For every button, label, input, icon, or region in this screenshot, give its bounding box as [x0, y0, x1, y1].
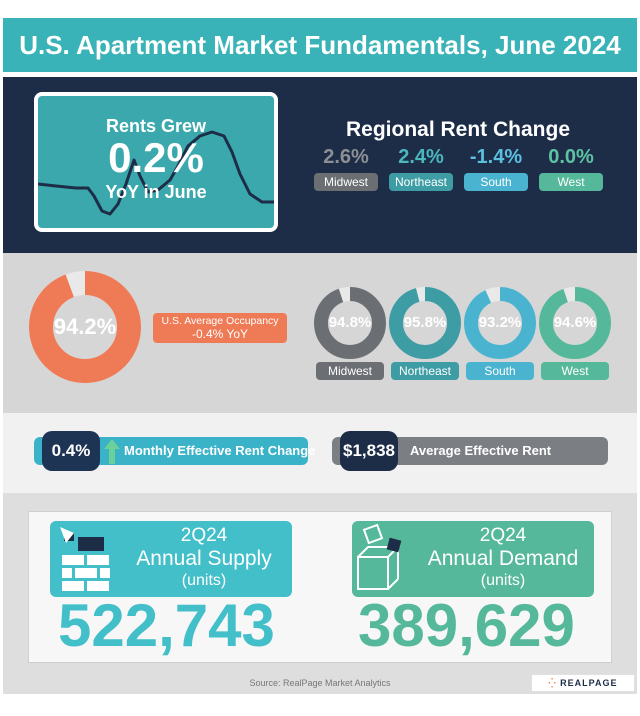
- demand-value: 389,629: [358, 592, 575, 659]
- supply-unit: (units): [181, 572, 227, 589]
- regional-label-northeast: Northeast: [389, 173, 453, 191]
- occupancy-value-south: 93.2%: [478, 314, 522, 331]
- logo-text: REALPAGE: [560, 678, 618, 688]
- regional-value-northeast: 2.4%: [398, 146, 444, 168]
- occupancy-label-northeast: Northeast: [391, 362, 459, 380]
- rent-growth-value: 0.2%: [108, 134, 204, 181]
- up-arrow-icon: [104, 439, 120, 464]
- occupancy-donut-northeast-arc: [389, 287, 461, 359]
- us-occupancy-value: 94.2%: [53, 314, 117, 339]
- realpage-logo: ⁛ REALPAGE: [531, 674, 635, 692]
- supply-tile: 2Q24 Annual Supply (units): [50, 521, 292, 597]
- regional-label-west: West: [539, 173, 603, 191]
- logo-dots-icon: ⁛: [548, 678, 561, 688]
- occupancy-donut-west-arc: [539, 287, 611, 359]
- occupancy-value-midwest: 94.8%: [328, 314, 372, 331]
- demand-period: 2Q24: [479, 525, 527, 546]
- occupancy-value-northeast: 95.8%: [403, 314, 447, 331]
- supply-value: 522,743: [58, 592, 275, 659]
- page-title: U.S. Apartment Market Fundamentals, June…: [3, 18, 637, 72]
- regional-value-south: -1.4%: [469, 146, 523, 168]
- demand-label: Annual Demand: [427, 547, 579, 570]
- demand-tile: 2Q24 Annual Demand (units): [352, 521, 594, 597]
- average-rent-label: Average Effective Rent: [410, 443, 552, 458]
- us-occupancy-label: U.S. Average Occupancy -0.4% YoY: [153, 313, 287, 343]
- occupancy-label-south: South: [466, 362, 534, 380]
- occupancy-label-midwest: Midwest: [316, 362, 384, 380]
- us-occupancy-donut-arc: [29, 271, 141, 383]
- regional-value-midwest: 2.6%: [323, 146, 369, 168]
- rent-growth-line3: YoY in June: [105, 182, 207, 202]
- demand-unit: (units): [480, 572, 526, 589]
- monthly-change-label: Monthly Effective Rent Change: [124, 443, 316, 458]
- rent-trend-line-icon: [38, 130, 274, 216]
- source-note: Source: RealPage Market Analytics: [249, 678, 391, 688]
- monthly-change-value: 0.4%: [42, 431, 100, 471]
- occupancy-label-west: West: [541, 362, 609, 380]
- supply-label: Annual Supply: [136, 547, 272, 570]
- us-occupancy-label-line1: U.S. Average Occupancy: [161, 315, 279, 327]
- occupancy-value-west: 94.6%: [553, 314, 597, 331]
- average-rent-value: $1,838: [340, 431, 398, 471]
- rent-growth-box: Rents Grew 0.2% YoY in June: [34, 92, 278, 232]
- occupancy-donut-south-arc: [464, 287, 536, 359]
- us-occupancy-label-line2: -0.4% YoY: [191, 327, 249, 341]
- bricks-icon: [60, 527, 110, 591]
- boxes-icon: [357, 523, 402, 590]
- rent-growth-line1: Rents Grew: [105, 116, 207, 136]
- regional-rent-title: Regional Rent Change: [345, 118, 571, 141]
- occupancy-donut-midwest-arc: [314, 287, 386, 359]
- regional-value-west: 0.0%: [548, 146, 594, 168]
- regional-label-south: South: [464, 173, 528, 191]
- regional-label-midwest: Midwest: [314, 173, 378, 191]
- supply-period: 2Q24: [180, 525, 228, 546]
- header-divider: [3, 72, 637, 77]
